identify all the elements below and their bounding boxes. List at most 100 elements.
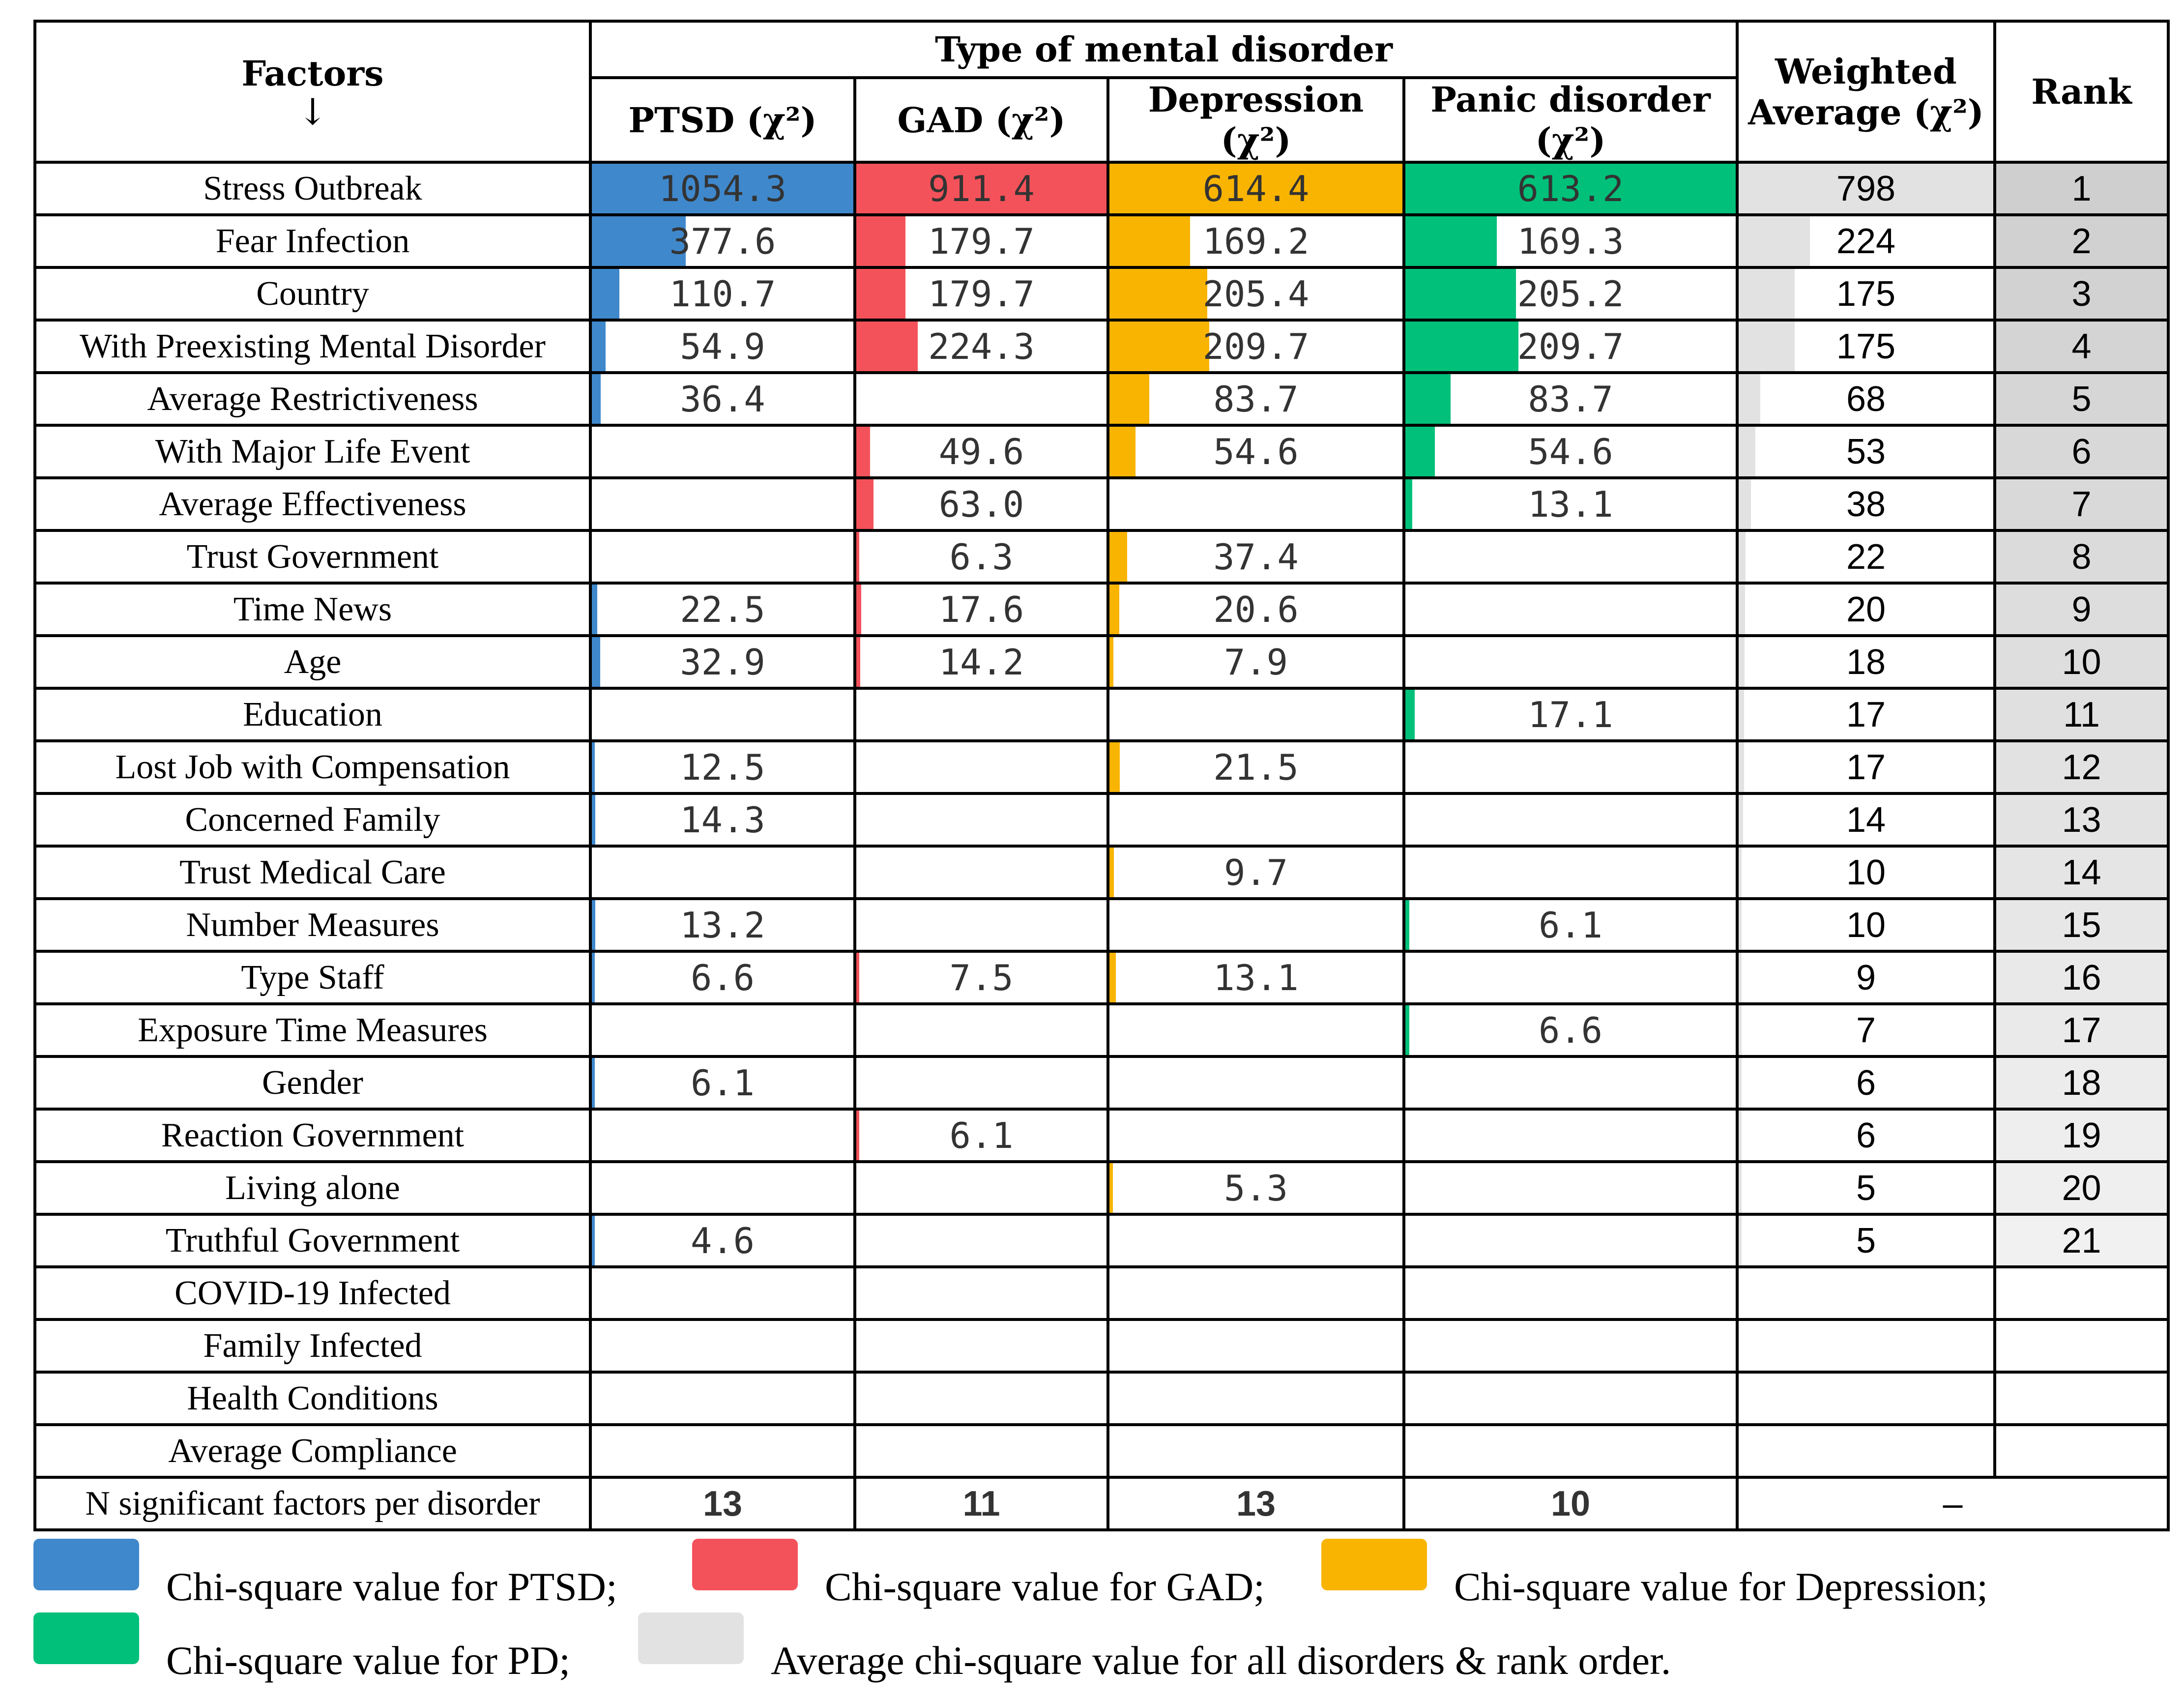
depression-value: 209.7: [1202, 325, 1310, 367]
rank-value: 8: [2071, 537, 2092, 577]
gad-cell: 6.3: [853, 529, 1109, 585]
table-row: Stress Outbreak 1054.3 911.4 614.4 613.2 798 1: [33, 161, 2170, 216]
factor-label: Average Restrictiveness: [33, 371, 592, 427]
depression-bar: [1111, 376, 1150, 422]
rank-cell: 8: [1993, 529, 2170, 585]
ptsd-cell: [589, 1108, 856, 1163]
factor-label: Trust Government: [33, 529, 592, 585]
gad-value: 911.4: [928, 168, 1035, 209]
weighted-average-cell: [1736, 1265, 1996, 1321]
table-row: Average Compliance: [33, 1423, 2170, 1479]
gad-cell: 14.2: [853, 634, 1109, 690]
weighted-value: 10: [1846, 852, 1886, 892]
gad-bar: [858, 323, 918, 370]
rank-cell: 10: [1993, 634, 2170, 690]
depression-cell: [1107, 1318, 1405, 1374]
factors-header-label: Factors: [241, 53, 384, 94]
rank-cell: 4: [1993, 319, 2170, 374]
gad-cell: 224.3: [853, 319, 1109, 374]
table-row: Average Restrictiveness 36.4 83.7 83.7 68 5: [33, 371, 2170, 427]
factor-label: Average Compliance: [33, 1423, 592, 1479]
rank-value: 16: [2062, 958, 2101, 997]
legend-text: Chi-square value for GAD;: [825, 1564, 1265, 1609]
weighted-bar: [1740, 1165, 1742, 1211]
weighted-average-cell: 175: [1736, 266, 1996, 322]
depression-bar: [1111, 639, 1113, 685]
gad-value: 224.3: [928, 325, 1035, 367]
gad-cell: [853, 739, 1109, 795]
depression-value: 20.6: [1213, 588, 1299, 630]
depression-bar: [1111, 586, 1119, 633]
gad-cell: 7.5: [853, 950, 1109, 1005]
rank-cell: 3: [1993, 266, 2170, 322]
legend-swatch: [33, 1612, 139, 1664]
factor-label: COVID-19 Infected: [33, 1265, 592, 1321]
legend-text: Chi-square value for PD;: [166, 1638, 571, 1683]
gad-bar: [858, 428, 870, 475]
depression-value: 83.7: [1213, 378, 1299, 420]
ptsd-cell: 377.6: [589, 213, 856, 269]
summary-label: N significant factors per disorder: [33, 1476, 592, 1531]
legend-swatch: [33, 1539, 139, 1590]
rank-value: 11: [2063, 695, 2100, 734]
rank-value: 3: [2071, 274, 2092, 314]
gad-cell: 17.6: [853, 582, 1109, 637]
gad-cell: [853, 1055, 1109, 1111]
ptsd-bar: [593, 744, 595, 791]
down-arrow-icon: ↓: [297, 91, 328, 133]
weighted-average-cell: 17: [1736, 739, 1996, 795]
weighted-value: 5: [1856, 1168, 1876, 1208]
weighted-average-cell: 798: [1736, 161, 1996, 216]
gad-cell: [853, 1423, 1109, 1479]
weighted-bar: [1740, 533, 1746, 580]
depression-cell: [1107, 1423, 1405, 1479]
rank-value: 18: [2062, 1063, 2101, 1103]
ptsd-cell: 14.3: [589, 792, 856, 848]
ptsd-value: 6.6: [690, 957, 755, 998]
panic-value: 6.1: [1538, 904, 1603, 946]
gad-cell: [853, 1002, 1109, 1058]
factor-label: Living alone: [33, 1160, 592, 1216]
panic-value: 13.1: [1528, 483, 1613, 525]
factor-label: Stress Outbreak: [33, 161, 592, 216]
rank-value: 5: [2071, 379, 2092, 419]
depression-value: 9.7: [1223, 851, 1288, 893]
weighted-average-cell: 10: [1736, 845, 1996, 900]
ptsd-cell: [589, 476, 856, 532]
weighted-average-cell: 9: [1736, 950, 1996, 1005]
weighted-header-line2: Average (χ²): [1748, 91, 1984, 133]
rank-value: 12: [2062, 747, 2101, 787]
weighted-bar: [1740, 1112, 1742, 1159]
rank-value: 17: [2062, 1010, 2101, 1050]
rank-cell: [1993, 1423, 2170, 1479]
table-row: Exposure Time Measures 6.6 7 17: [33, 1002, 2170, 1058]
rank-value: 10: [2062, 642, 2101, 682]
weighted-bar: [1740, 323, 1795, 370]
rank-cell: 19: [1993, 1108, 2170, 1163]
chi-square-table: Factors ↓ Type of mental disorder Weight…: [33, 20, 2170, 1531]
weighted-bar: [1740, 954, 1742, 1001]
panic-cell: 6.1: [1402, 897, 1739, 953]
gad-value: 6.1: [949, 1114, 1014, 1156]
gad-bar: [858, 954, 860, 1001]
ptsd-cell: [589, 1160, 856, 1216]
legend-text: Average chi-square value for all disorde…: [771, 1638, 1671, 1683]
weighted-header-line1: Weighted: [1775, 51, 1957, 92]
ptsd-cell: 32.9: [589, 634, 856, 690]
factor-label: Time News: [33, 582, 592, 637]
ptsd-bar: [593, 796, 596, 843]
factor-label: Country: [33, 266, 592, 322]
weighted-average-header: Weighted Average (χ²): [1736, 20, 1996, 164]
rank-cell: 12: [1993, 739, 2170, 795]
depression-value: 5.3: [1223, 1167, 1288, 1209]
gad-value: 17.6: [938, 588, 1024, 630]
weighted-bar: [1740, 639, 1745, 685]
ptsd-bar: [593, 270, 619, 317]
panic-value: 613.2: [1517, 168, 1624, 209]
legend-text: Chi-square value for PTSD;: [166, 1564, 617, 1609]
weighted-average-cell: [1736, 1371, 1996, 1426]
factors-header: Factors ↓: [33, 20, 592, 164]
weighted-value: 175: [1836, 274, 1896, 314]
depression-value: 7.9: [1223, 641, 1288, 683]
ptsd-cell: 6.6: [589, 950, 856, 1005]
